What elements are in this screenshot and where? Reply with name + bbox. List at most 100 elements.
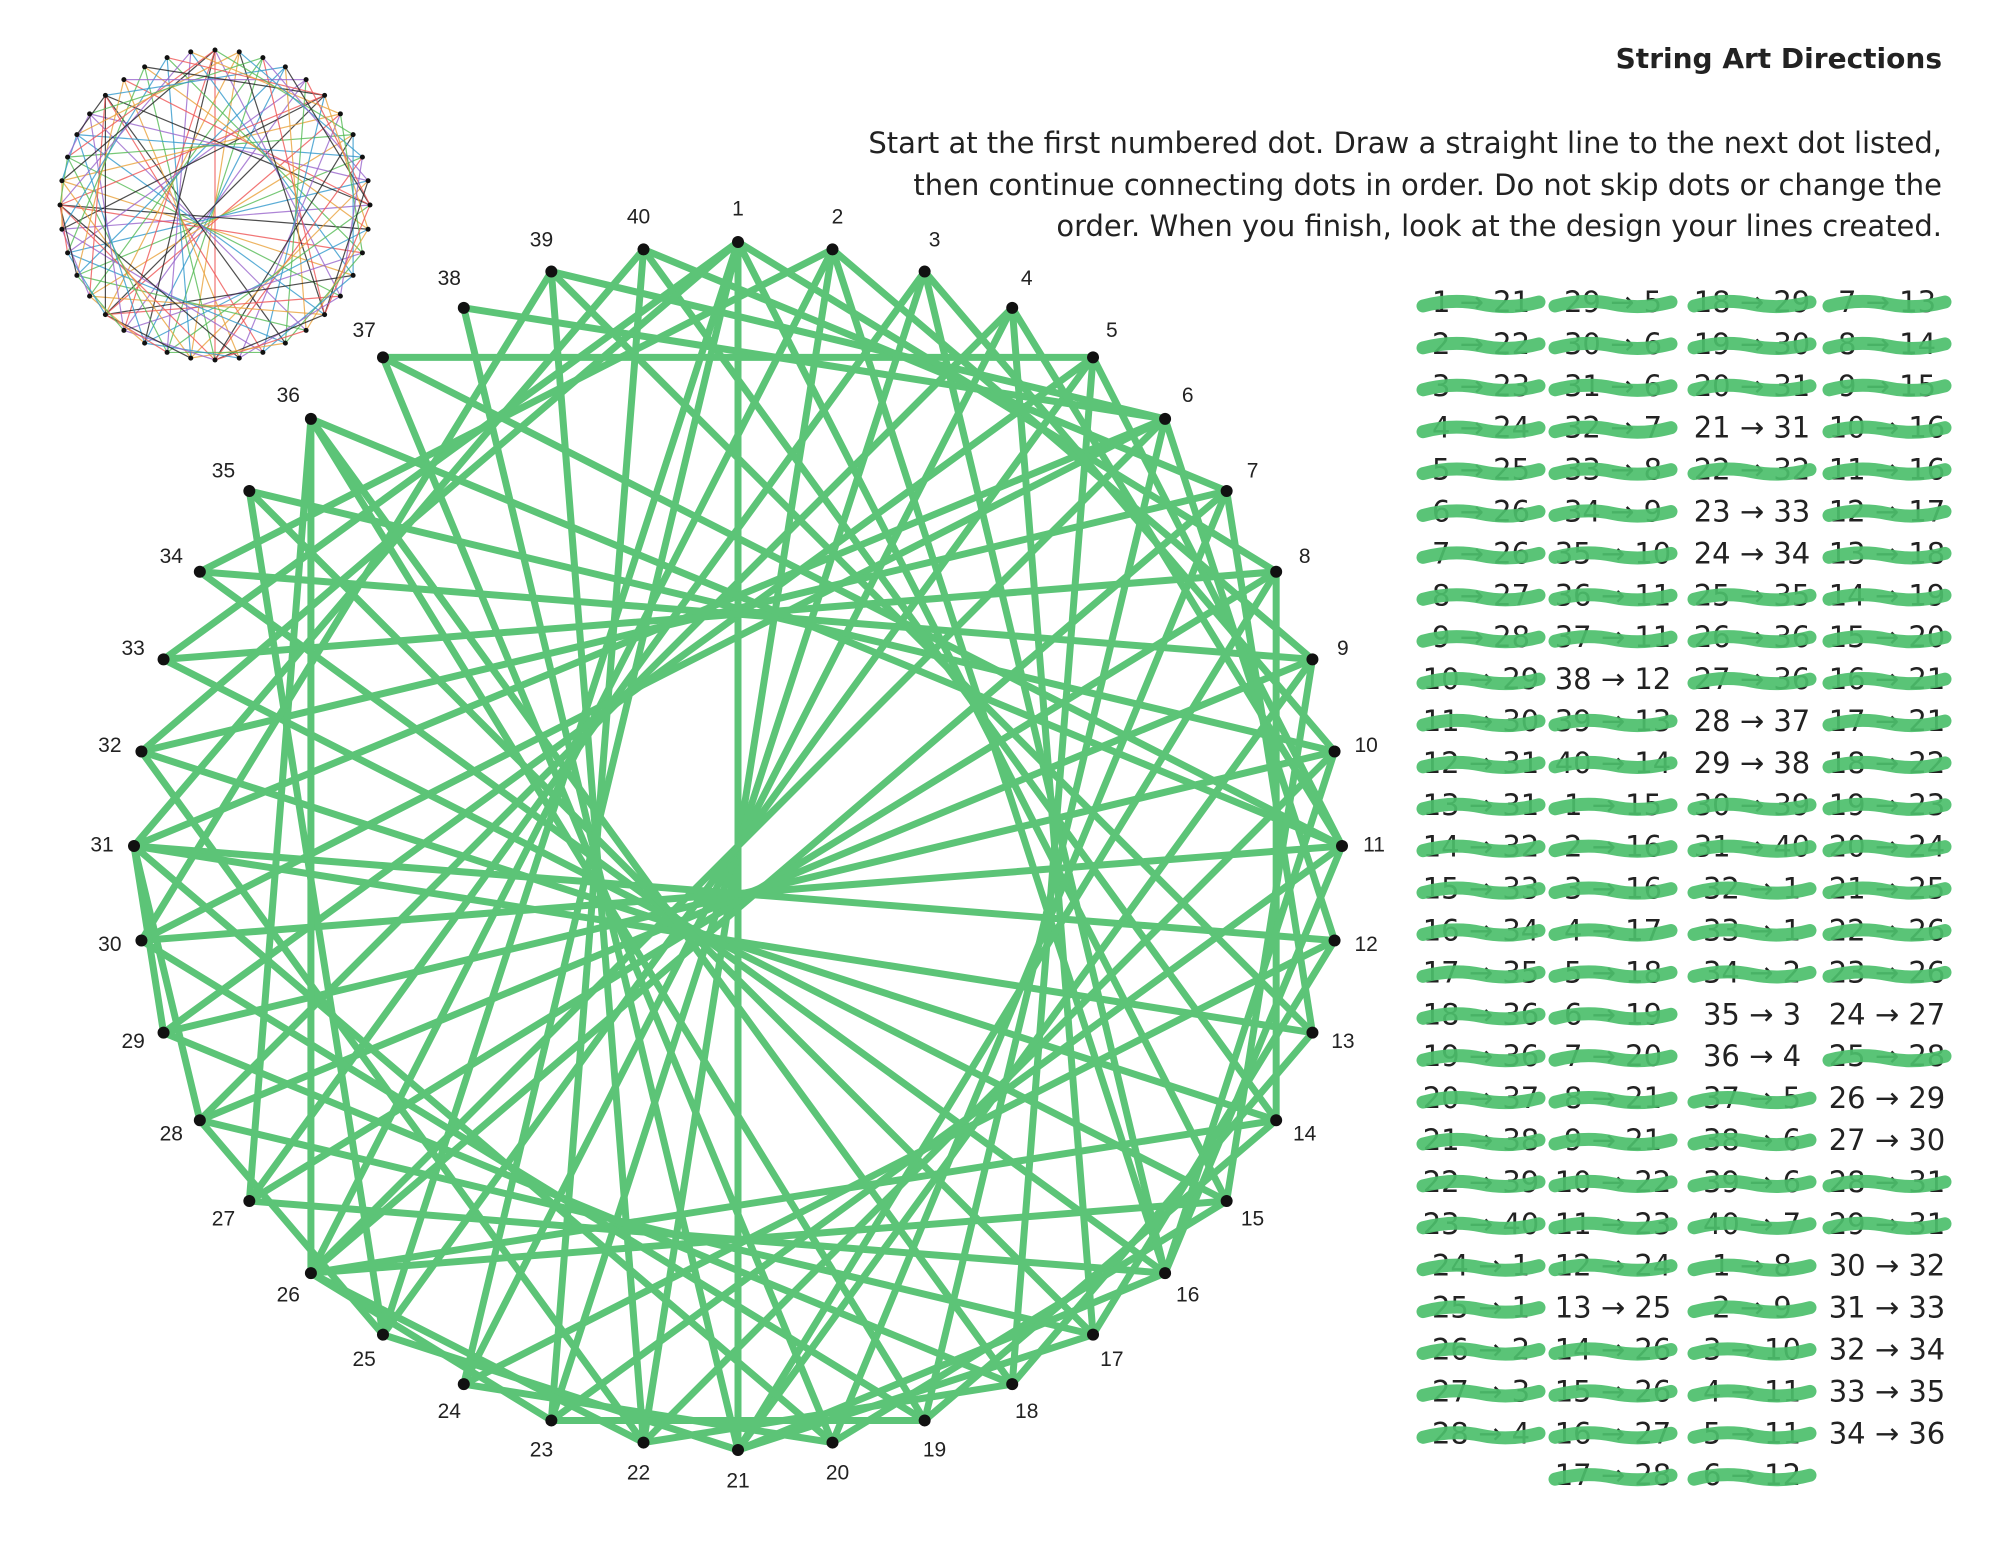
cross-out [1548, 1258, 1678, 1277]
preview-line [214, 156, 363, 361]
cross-out [1687, 797, 1817, 816]
dot [545, 1414, 558, 1427]
dot-label: 29 [121, 1030, 144, 1053]
string-line [640, 1380, 1016, 1447]
dot [243, 1195, 256, 1208]
string-line [828, 245, 1316, 663]
cross-out [1687, 672, 1817, 691]
string-line [137, 238, 742, 756]
dot-label: 22 [627, 1462, 650, 1485]
dot-label: 23 [530, 1438, 553, 1461]
preview-dot [303, 327, 309, 333]
cross-out [1687, 839, 1817, 858]
dot [1087, 351, 1100, 364]
dot [193, 1114, 206, 1127]
cross-out [1416, 1007, 1546, 1026]
dot-label: 27 [212, 1207, 235, 1230]
cross-out [1416, 546, 1546, 565]
string-line [1161, 415, 1339, 944]
dot-label: 1 [732, 198, 744, 221]
dot [1006, 1378, 1019, 1391]
dot [135, 934, 148, 947]
string-line [1161, 842, 1346, 1277]
cross-out [1687, 1091, 1817, 1110]
preview-dot [365, 178, 371, 184]
cross-out [1687, 336, 1817, 355]
cross-out [1548, 336, 1678, 355]
cross-out [1416, 420, 1546, 439]
preview-line [214, 49, 341, 297]
step: 21 → 31 [1694, 411, 1811, 445]
preview-line [262, 95, 326, 353]
string-line [130, 842, 204, 1124]
string-line [130, 842, 836, 1447]
preview-line [59, 94, 325, 206]
preview-dot [59, 226, 65, 232]
cross-out [1416, 504, 1546, 523]
preview-line [262, 57, 326, 315]
dot-label: 7 [1247, 460, 1259, 483]
preview-line [76, 134, 363, 158]
preview-dot [236, 355, 242, 361]
preview-dot [74, 272, 80, 278]
dot [732, 1444, 744, 1456]
cross-out [1687, 1342, 1817, 1361]
preview-line [190, 51, 341, 115]
step: 13 → 25 [1555, 1291, 1672, 1325]
dot [1270, 565, 1283, 578]
dot [918, 1414, 931, 1427]
dot [1306, 653, 1319, 666]
preview-dot [337, 293, 343, 299]
preview-dot [164, 55, 170, 61]
string-line [1223, 487, 1316, 1037]
preview-line [214, 134, 354, 361]
step: 24 → 27 [1829, 997, 1946, 1031]
preview-line [76, 79, 125, 276]
preview-dot [102, 312, 108, 318]
string-lines [130, 238, 1346, 1454]
cross-out [1548, 504, 1678, 523]
dot-label: 39 [530, 229, 553, 252]
dot [193, 565, 206, 578]
preview-dot [282, 64, 288, 70]
dot-label: 17 [1100, 1348, 1123, 1371]
string-line [640, 748, 1339, 1447]
dot [1087, 1328, 1100, 1341]
preview-line [262, 57, 369, 182]
preview-line [61, 57, 168, 230]
dot-label: 11 [1363, 834, 1385, 857]
dot-label: 12 [1354, 933, 1377, 956]
preview-line [61, 180, 192, 359]
cross-out [1687, 923, 1817, 942]
preview-line [339, 113, 364, 253]
dot [637, 1436, 650, 1449]
string-line [245, 1197, 1169, 1277]
cross-out [1822, 797, 1952, 816]
string-line [1008, 1029, 1316, 1388]
dot [135, 745, 148, 758]
string-line [460, 1380, 836, 1447]
cross-out [1822, 546, 1952, 565]
cross-out [1416, 923, 1546, 942]
preview-dot [121, 327, 127, 333]
preview-dot [359, 250, 365, 256]
step: 26 → 29 [1829, 1081, 1946, 1115]
preview-line [284, 252, 363, 344]
cross-out [1548, 965, 1678, 984]
string-line [137, 748, 648, 1447]
cross-out [1548, 839, 1678, 858]
step: 33 → 35 [1829, 1374, 1946, 1408]
cross-out [1416, 378, 1546, 397]
cross-out [1416, 1384, 1546, 1403]
dot-label: 31 [90, 834, 113, 857]
cross-out [1416, 294, 1546, 314]
preview-dot [337, 111, 343, 117]
cross-out [1548, 462, 1678, 481]
preview-dot [322, 92, 328, 98]
cross-out [1822, 839, 1952, 858]
string-line [196, 1116, 387, 1339]
preview-line [105, 274, 354, 316]
preview-line [61, 113, 341, 182]
dot-label: 16 [1176, 1283, 1199, 1306]
